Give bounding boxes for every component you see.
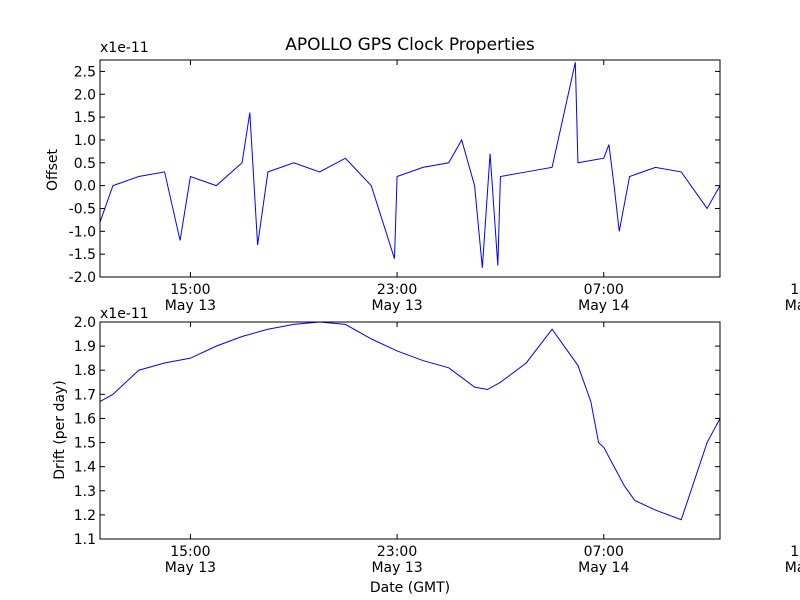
drift-y-tick-label: 1.2 bbox=[74, 508, 96, 524]
offset-x-tick-date: May 13 bbox=[165, 298, 216, 314]
drift-x-tick-time: 15:00 bbox=[170, 544, 210, 560]
drift-y-tick-label: 2.0 bbox=[74, 315, 96, 331]
offset-y-axis-label: Offset bbox=[45, 148, 61, 191]
drift-y-tick-label: 1.7 bbox=[74, 387, 96, 403]
offset-y-tick-label: 2.0 bbox=[74, 87, 96, 103]
offset-x-tick-time: 15:00 bbox=[170, 282, 210, 298]
offset-panel: x1e-11 Offset -2.0 -1.5 -1.0 -0.5 0.0 0.5 1.0 1… bbox=[45, 40, 800, 314]
offset-y-tick-label: 0.5 bbox=[74, 156, 96, 172]
drift-x-axis-label: Date (GMT) bbox=[370, 580, 450, 596]
drift-x-tick-date: May 13 bbox=[165, 560, 216, 576]
offset-y-tick-label: -2.0 bbox=[69, 270, 96, 286]
drift-y-axis-label: Drift (per day) bbox=[52, 380, 68, 479]
drift-x-tick-date: May 14 bbox=[578, 560, 629, 576]
drift-y-tick-label: 1.6 bbox=[74, 411, 96, 427]
drift-y-tick-label: 1.1 bbox=[74, 532, 96, 548]
drift-plot-frame bbox=[99, 321, 721, 540]
drift-panel: x1e-11 Drift (per day) Date (GMT) 1.1 1.2… bbox=[52, 306, 800, 596]
chart-title: APOLLO GPS Clock Properties bbox=[285, 35, 535, 55]
offset-y-tick-label: 1.5 bbox=[74, 110, 96, 126]
drift-y-tick-label: 1.4 bbox=[74, 460, 96, 476]
offset-scale-label: x1e-11 bbox=[100, 40, 149, 56]
offset-x-tick-time: 07:00 bbox=[584, 282, 624, 298]
drift-y-tick-label: 1.5 bbox=[74, 436, 96, 452]
offset-x-tick-date: May 14 bbox=[785, 298, 800, 314]
drift-x-tick-time: 07:00 bbox=[584, 544, 624, 560]
offset-y-tick-label: -1.5 bbox=[69, 247, 96, 263]
offset-y-tick-label: 1.0 bbox=[74, 133, 96, 149]
drift-x-tick-time: 23:00 bbox=[377, 544, 417, 560]
offset-x-tick-date: May 14 bbox=[578, 298, 629, 314]
drift-x-tick-date: May 13 bbox=[371, 560, 422, 576]
offset-line bbox=[99, 62, 721, 268]
offset-y-tick-label: 0.0 bbox=[74, 179, 96, 195]
drift-y-tick-label: 1.8 bbox=[74, 363, 96, 379]
offset-x-tick-time: 15:00 bbox=[790, 282, 800, 298]
drift-scale-label: x1e-11 bbox=[100, 306, 149, 322]
offset-x-tick-time: 23:00 bbox=[377, 282, 417, 298]
drift-line bbox=[99, 321, 721, 521]
offset-y-tick-label: -1.0 bbox=[69, 224, 96, 240]
drift-x-tick-date: May 14 bbox=[785, 560, 800, 576]
offset-plot-frame bbox=[99, 59, 721, 278]
offset-y-tick-label: 2.5 bbox=[74, 64, 96, 80]
offset-x-tick-date: May 13 bbox=[371, 298, 422, 314]
drift-y-tick-label: 1.9 bbox=[74, 339, 96, 355]
offset-ticks: -2.0-1.5-1.0-0.50.00.51.01.52.02.515:00M… bbox=[69, 60, 800, 314]
drift-x-tick-time: 15:00 bbox=[790, 544, 800, 560]
drift-y-tick-label: 1.3 bbox=[74, 484, 96, 500]
offset-y-tick-label: -0.5 bbox=[69, 201, 96, 217]
